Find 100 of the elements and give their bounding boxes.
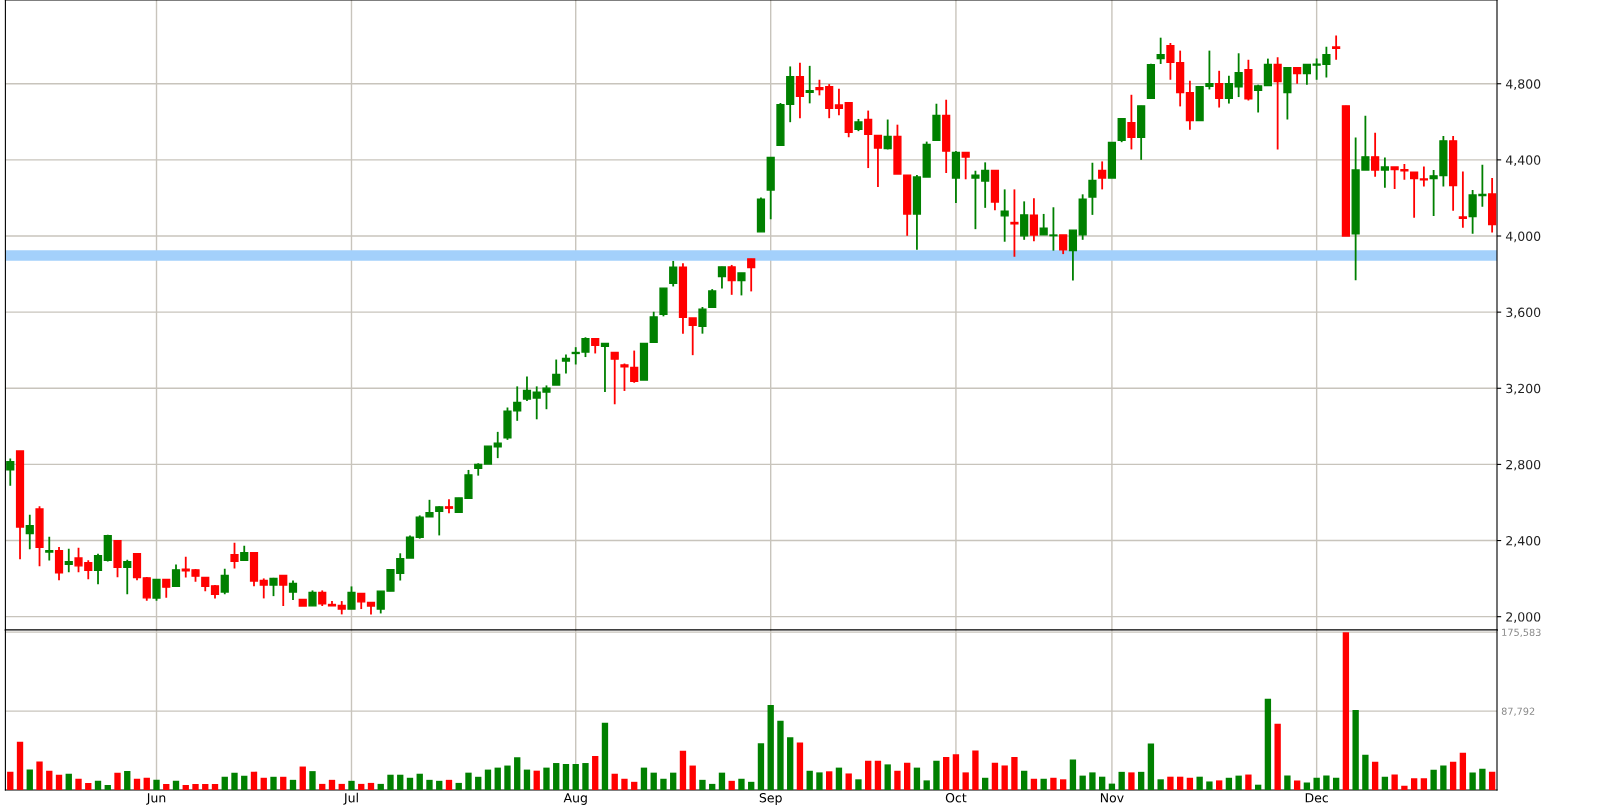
candlestick (1127, 93, 1136, 151)
bar (1206, 781, 1213, 790)
bar (1381, 776, 1389, 790)
candlestick (522, 375, 532, 402)
bar (153, 779, 160, 790)
bar (855, 779, 862, 790)
bar (1342, 632, 1350, 790)
bar (1157, 779, 1164, 790)
candlestick (727, 264, 736, 296)
candlestick (620, 362, 629, 392)
x-tick-label: Sep (759, 793, 782, 805)
candlestick (288, 579, 298, 602)
bar (504, 765, 511, 790)
bar (455, 782, 462, 790)
bar (1362, 754, 1369, 790)
bar (192, 783, 199, 790)
bar (1099, 776, 1106, 790)
bar (767, 704, 774, 790)
bar (445, 779, 453, 790)
bar (36, 761, 43, 790)
bar (114, 772, 121, 790)
bar (718, 772, 726, 790)
bar (611, 773, 618, 790)
bar (1186, 777, 1194, 790)
bar (270, 776, 277, 790)
bar (562, 764, 570, 790)
bar (85, 782, 92, 790)
candlestick (1302, 63, 1312, 86)
candlestick (435, 505, 444, 537)
bar (865, 760, 872, 790)
bar (689, 765, 696, 790)
candlestick (795, 61, 805, 120)
bar (1147, 743, 1155, 790)
candlestick (1000, 188, 1009, 243)
bar (1440, 765, 1447, 790)
bar (1420, 778, 1428, 790)
bar (913, 767, 921, 790)
bar (1293, 780, 1301, 790)
bar (884, 764, 891, 790)
bar (319, 783, 326, 790)
bar (1021, 770, 1028, 790)
y-tick-label: 87,792 (1501, 707, 1535, 716)
candlestick (737, 272, 746, 297)
bar (182, 784, 189, 790)
bar (1323, 775, 1330, 790)
bar (894, 770, 901, 790)
candlestick (1156, 36, 1165, 65)
bar (124, 771, 131, 790)
candlestick (873, 134, 883, 189)
bar (787, 737, 794, 790)
bar (1167, 776, 1174, 790)
bar (1469, 772, 1476, 790)
candlestick (1458, 170, 1467, 229)
bar (426, 779, 433, 790)
x-tick-label: Aug (563, 793, 587, 805)
bar (55, 774, 63, 790)
bar (1001, 765, 1008, 790)
bar (1352, 710, 1359, 790)
bar (738, 778, 745, 790)
bar (670, 772, 677, 790)
candlestick (64, 547, 73, 574)
bar (1332, 777, 1340, 790)
candlestick (45, 535, 54, 562)
bar (1459, 752, 1467, 790)
candlestick (1332, 34, 1341, 61)
bar (1060, 779, 1067, 790)
candlestick (1215, 69, 1224, 109)
bar (1011, 756, 1018, 790)
bar (104, 784, 111, 790)
candlestick (1020, 200, 1029, 241)
bar (523, 769, 531, 790)
bar (1284, 775, 1291, 790)
bar (1215, 780, 1223, 790)
bar (358, 783, 365, 790)
candlestick (1098, 160, 1107, 191)
candlestick (708, 288, 717, 309)
bar (133, 778, 141, 790)
bar (796, 742, 804, 790)
bar (952, 754, 960, 790)
candlestick (405, 534, 415, 559)
candlestick (1380, 156, 1389, 189)
bar (1079, 775, 1086, 790)
bar (163, 783, 170, 790)
bar (835, 767, 843, 790)
bar (1196, 776, 1203, 790)
candlestick (1410, 171, 1419, 219)
bar (241, 775, 248, 790)
candlestick (54, 546, 64, 582)
candlestick (805, 64, 814, 105)
candlestick (259, 577, 268, 600)
candlestick (1273, 56, 1282, 151)
candlestick (747, 257, 756, 293)
bar (845, 773, 852, 790)
candlestick (93, 552, 103, 586)
bar (728, 780, 735, 790)
bar (982, 777, 989, 790)
bar (250, 771, 258, 790)
bar (962, 772, 969, 790)
candlestick (669, 260, 678, 288)
bar (436, 780, 443, 790)
